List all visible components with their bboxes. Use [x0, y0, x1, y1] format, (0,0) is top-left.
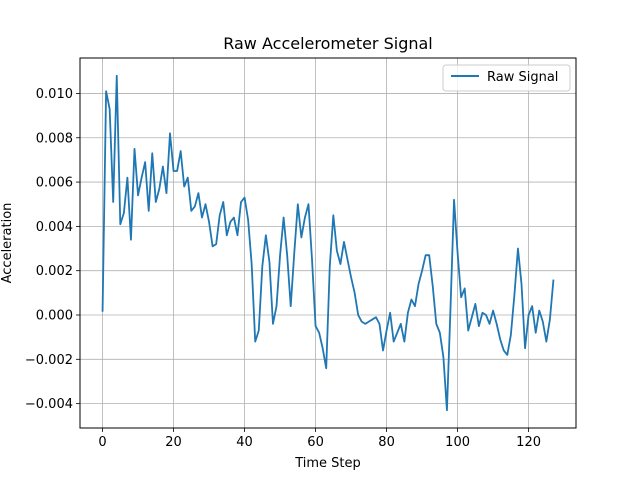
- y-tick-label: 0.010: [36, 87, 73, 102]
- ticks: 0 20 40 60 80 100 120 −0.004 −0.002 0.000 0.002 0.0…: [25, 87, 541, 450]
- legend: Raw Signal: [442, 64, 571, 92]
- series-layer: [101, 74, 555, 412]
- plot-frame: [79, 57, 577, 429]
- series-line-raw-signal: [101, 74, 555, 412]
- y-tick-label: 0.004: [36, 220, 73, 235]
- y-axis-label: Acceleration: [0, 203, 15, 284]
- x-tick-label: 120: [516, 435, 541, 450]
- legend-box: [442, 64, 571, 92]
- x-tick-label: 100: [445, 435, 470, 450]
- y-tick-label: 0.000: [36, 309, 73, 324]
- x-tick-label: 0: [98, 435, 106, 450]
- x-tick-label: 20: [165, 435, 182, 450]
- x-axis-label: Time Step: [294, 456, 361, 471]
- x-tick-label: 60: [307, 435, 324, 450]
- x-tick-label: 80: [378, 435, 395, 450]
- y-tick-label: 0.002: [36, 264, 73, 279]
- x-tick-label: 40: [236, 435, 253, 450]
- y-tick-label: −0.004: [25, 397, 73, 412]
- y-tick-label: −0.002: [25, 353, 73, 368]
- legend-label: Raw Signal: [487, 70, 558, 85]
- y-tick-label: 0.006: [36, 176, 73, 191]
- y-tick-label: 0.008: [36, 131, 73, 146]
- chart-title: Raw Accelerometer Signal: [223, 34, 433, 53]
